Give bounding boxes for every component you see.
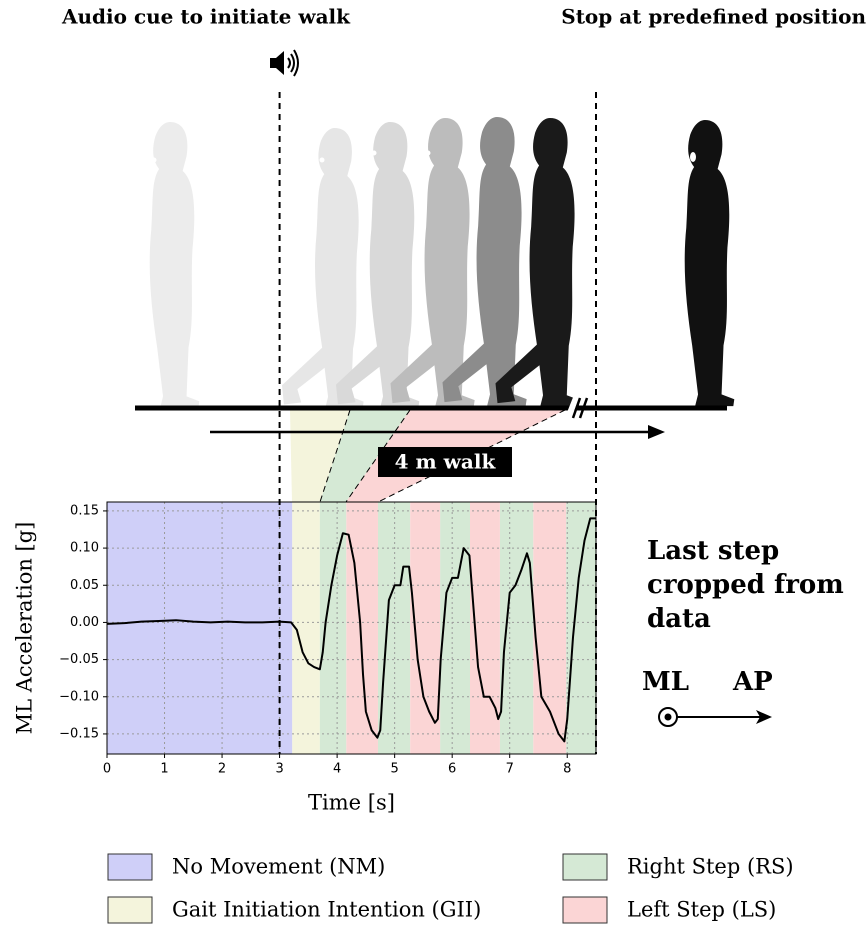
phase-span [319, 502, 347, 754]
legend: No Movement (NM) Gait Initiation Intentio… [107, 853, 794, 924]
x-tick-label: 8 [563, 762, 571, 777]
y-axis-label: ML Acceleration [g] [13, 522, 37, 735]
ml-label: ML [642, 667, 689, 697]
x-tick-label: 1 [160, 762, 168, 777]
speaker-icon [270, 49, 299, 77]
y-tick-label: −0.05 [59, 652, 99, 667]
walk-arrowhead [648, 425, 665, 439]
x-tick-label: 2 [218, 762, 226, 777]
y-tick-label: 0.05 [70, 578, 99, 593]
x-tick-label: 5 [391, 762, 399, 777]
cropped-label: Last step [647, 536, 779, 566]
silhouettes [149, 117, 735, 409]
legend-swatch [562, 896, 608, 924]
walk-box [378, 447, 512, 477]
phase-span [533, 502, 567, 754]
legend-label: Right Step (RS) [627, 855, 794, 879]
plot-frame [106, 501, 597, 755]
audio-cue-label: Audio cue to initiate walk [61, 5, 351, 29]
y-tick-label: −0.10 [59, 689, 99, 704]
phase-span [346, 502, 378, 754]
phase-span [566, 502, 596, 754]
x-tick-label: 3 [275, 762, 283, 777]
break-mark [565, 396, 589, 420]
plot: −0.15 −0.10 −0.05 0.00 0.05 0.10 0.15 0 1 2 3 4 5 6 7 8… [13, 501, 597, 815]
legend-swatch [562, 853, 608, 881]
phase-span [499, 502, 534, 754]
ap-label: AP [732, 667, 773, 697]
y-tick-label: 0.00 [70, 615, 99, 630]
cropped-label: cropped from [647, 570, 844, 600]
axis-symbol [658, 707, 772, 727]
legend-swatch [107, 896, 153, 924]
cropped-label: data [647, 604, 711, 634]
phase-span [440, 502, 471, 754]
phase-span [377, 502, 411, 754]
y-tick-label: −0.15 [59, 726, 99, 741]
phase-span [292, 502, 320, 754]
x-tick-label: 6 [448, 762, 456, 777]
x-tick-label: 0 [103, 762, 111, 777]
x-tick-label: 7 [506, 762, 514, 777]
phase-span [107, 502, 293, 754]
walk-label: 4 m walk [395, 450, 497, 474]
legend-label: No Movement (NM) [172, 855, 385, 879]
stop-label: Stop at predefined position [561, 5, 866, 29]
y-tick-label: 0.15 [70, 503, 99, 518]
x-axis-label: Time [s] [308, 791, 395, 815]
legend-label: Gait Initiation Intention (GII) [172, 898, 481, 922]
legend-label: Left Step (LS) [627, 898, 776, 922]
acceleration-line [106, 517, 596, 743]
legend-swatch [107, 853, 153, 881]
x-tick-label: 4 [333, 762, 341, 777]
y-tick-label: 0.10 [70, 541, 99, 556]
